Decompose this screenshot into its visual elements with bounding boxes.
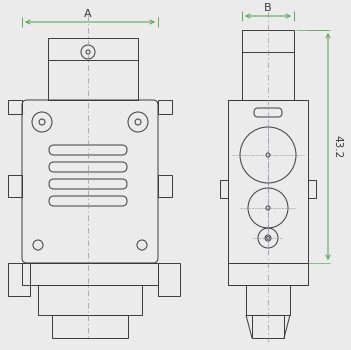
Bar: [8, 175, 22, 197]
Bar: [8, 100, 22, 114]
Bar: [308, 180, 316, 198]
Text: 43.2: 43.2: [332, 135, 342, 158]
Bar: [48, 38, 138, 100]
Bar: [158, 175, 172, 197]
Bar: [158, 263, 180, 296]
Bar: [228, 100, 308, 263]
Bar: [246, 285, 290, 315]
Bar: [228, 263, 308, 285]
Bar: [220, 180, 228, 198]
Bar: [8, 263, 30, 296]
Text: B: B: [264, 3, 272, 13]
Bar: [252, 315, 284, 338]
Bar: [52, 315, 128, 338]
Bar: [22, 263, 158, 285]
Bar: [242, 30, 294, 100]
Text: A: A: [84, 9, 92, 19]
Bar: [158, 100, 172, 114]
Bar: [38, 285, 142, 315]
